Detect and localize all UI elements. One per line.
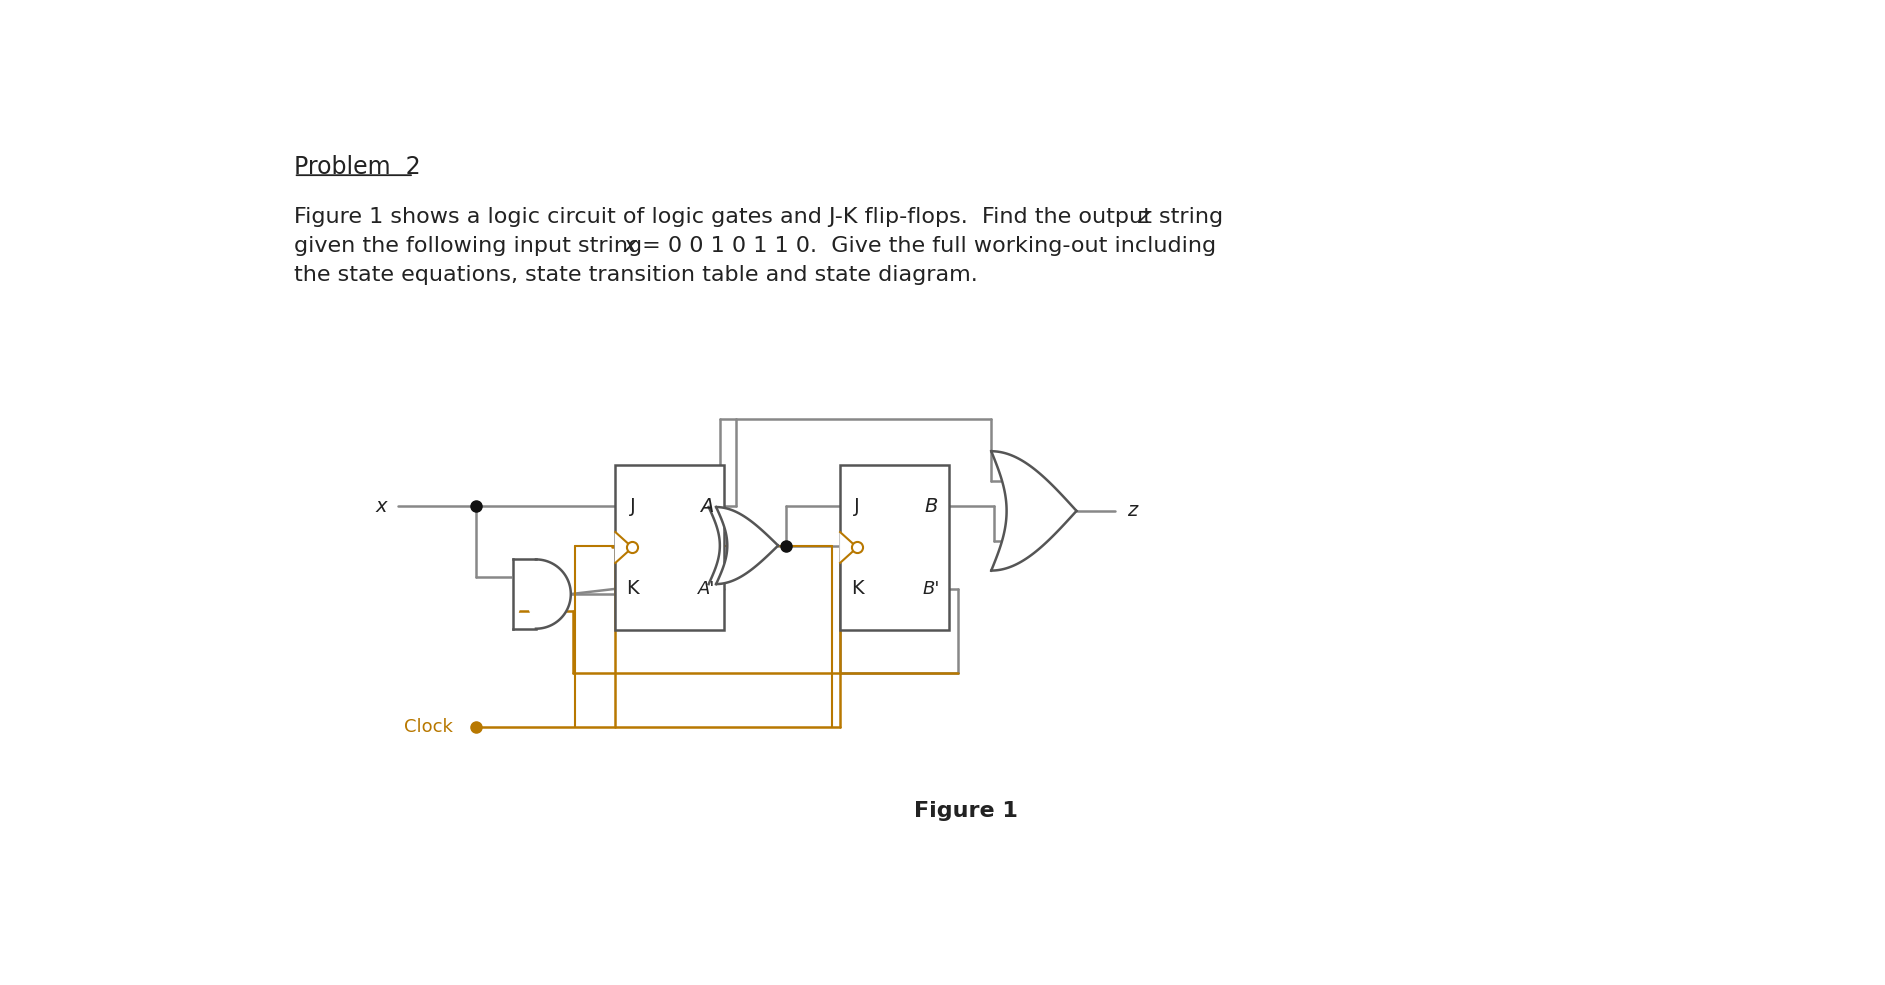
Text: A': A' [697,580,716,598]
Bar [615,465,724,630]
Text: B: B [926,496,939,515]
Text: = 0 0 1 0 1 1 0.  Give the full working-out including: = 0 0 1 0 1 1 0. Give the full working-o… [635,236,1216,256]
Polygon shape [513,559,571,628]
Polygon shape [716,507,779,584]
Text: given the following input string: given the following input string [294,236,648,256]
Polygon shape [841,532,858,562]
Text: Figure 1: Figure 1 [914,801,1018,821]
Text: Figure 1 shows a logic circuit of logic gates and J-K flip-flops.  Find the outp: Figure 1 shows a logic circuit of logic … [294,207,1231,227]
Text: the state equations, state transition table and state diagram.: the state equations, state transition ta… [294,265,978,286]
Text: x: x [375,496,386,515]
Text: J: J [630,496,635,515]
Text: Problem  2: Problem 2 [294,156,420,179]
Bar [841,465,948,630]
Text: K: K [850,579,863,598]
Text: z: z [1127,501,1137,520]
Text: z: z [1137,207,1148,227]
Text: Clock: Clock [403,717,452,736]
Polygon shape [992,451,1076,570]
Polygon shape [615,532,633,562]
Text: x: x [624,236,637,256]
Text: K: K [626,579,639,598]
Text: A: A [699,496,714,515]
Text: J: J [854,496,860,515]
Text: B': B' [924,580,941,598]
